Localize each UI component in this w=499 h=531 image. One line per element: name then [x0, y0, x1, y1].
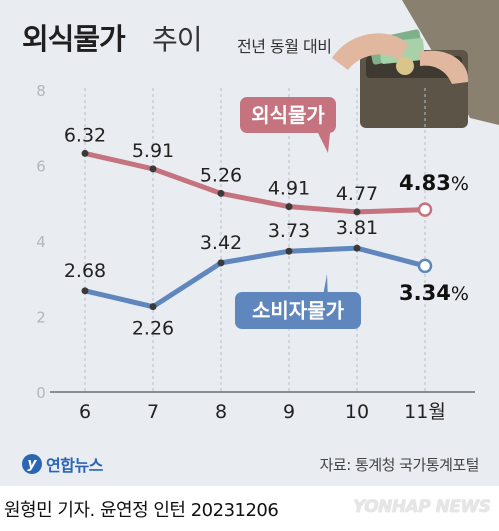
dining-out-point: [149, 165, 157, 173]
watermark: YONHAP NEWS: [353, 497, 491, 517]
dining-out-last-label-unit: %: [451, 173, 469, 195]
dining-out-value-label: 5.26: [200, 164, 242, 186]
consumer-value-label: 2.26: [132, 318, 174, 340]
x-tick-label: 6: [79, 401, 91, 423]
dining-out-value-label: 5.91: [132, 140, 174, 162]
consumer-last-label: 3.34%: [399, 281, 469, 305]
dining-out-last-label-number: 4.83: [399, 171, 451, 195]
source-note: 자료: 통계청 국가통계포털: [319, 456, 480, 474]
logo-text: 연합뉴스: [46, 456, 103, 475]
consumer-point: [285, 247, 293, 255]
consumer-value-label: 3.73: [268, 220, 310, 242]
consumer-last-label-unit: %: [451, 283, 469, 305]
gridlines: [50, 88, 475, 393]
y-axis: 0 2 4 6 8: [36, 82, 46, 402]
chart-subtitle: 전년 동월 대비: [237, 37, 332, 56]
x-axis: 6 7 8 9 10 11월: [79, 401, 446, 423]
wallet-icon: [332, 0, 499, 128]
y-tick-label: 0: [36, 384, 46, 402]
consumer-point: [149, 303, 157, 311]
consumer-value-label: 2.68: [64, 260, 106, 282]
consumer-point: [217, 259, 225, 267]
dining-out-value-label: 6.32: [64, 124, 106, 146]
legend-consumer-box: [235, 292, 361, 329]
consumer-value-label: 3.81: [336, 217, 378, 239]
chart-title: 외식물가: [22, 22, 126, 56]
legend-dining-out-pointer: [318, 133, 330, 153]
chart-title-suffix: 추이: [152, 23, 203, 56]
x-tick-label: 9: [283, 401, 295, 423]
dining-out-point: [417, 202, 433, 217]
x-tick-label: 8: [215, 401, 227, 423]
y-tick-label: 6: [36, 158, 46, 176]
credit-band: [0, 486, 499, 531]
consumer-value-label: 3.42: [200, 232, 242, 254]
y-tick-label: 2: [36, 309, 46, 327]
legend-consumer-label: 소비자물가: [252, 299, 345, 323]
x-tick-label: 10: [345, 401, 369, 423]
consumer-point: [353, 244, 361, 252]
legend-consumer-pointer: [317, 274, 329, 329]
x-tick-label: 7: [147, 401, 159, 423]
series-layer: 6.32 5.91 5.26 4.91 4.77 2.68 2.26 3.42 3.73 3.81…: [64, 124, 469, 339]
dining-out-last-label: 4.83%: [399, 171, 469, 195]
x-tick-label: 11월: [404, 401, 446, 423]
consumer-line: [82, 245, 428, 310]
dining-out-value-label: 4.91: [268, 178, 310, 200]
dining-out-point: [353, 208, 361, 216]
dining-out-point: [285, 203, 293, 211]
dining-out-value-label: 4.77: [336, 183, 378, 205]
legend-dining-out-box: [240, 97, 336, 133]
consumer-point: [417, 258, 433, 274]
y-tick-label: 4: [36, 233, 46, 251]
y-tick-label: 8: [36, 82, 46, 100]
dining-out-point: [81, 149, 89, 157]
credit-line: 원형민 기자. 윤연정 인턴 20231206: [4, 500, 279, 521]
dining-out-line: [82, 150, 428, 215]
yonhap-logo: y 연합뉴스: [22, 452, 103, 476]
consumer-last-label-number: 3.34: [399, 281, 451, 305]
dining-out-point: [217, 189, 225, 197]
consumer-point: [81, 287, 89, 295]
legend-dining-out-label: 외식물가: [251, 103, 325, 127]
yonhap-logo-icon: y: [22, 454, 42, 474]
